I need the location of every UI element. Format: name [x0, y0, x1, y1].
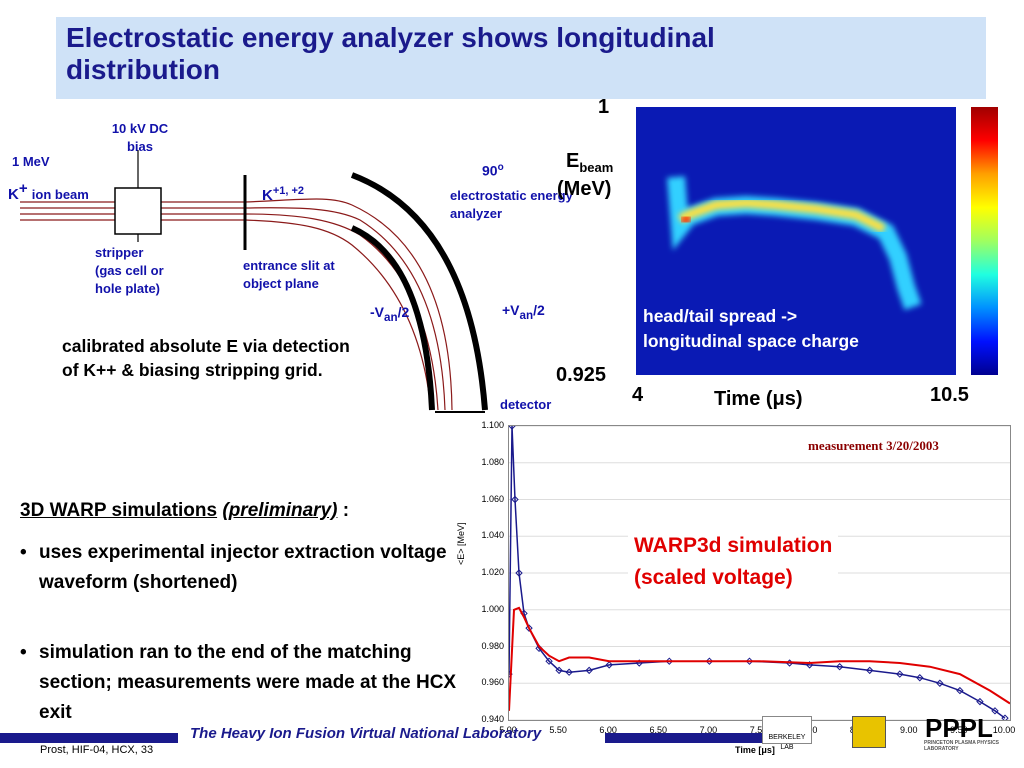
x-tick-label: 7.00	[699, 725, 718, 735]
inner-plate	[350, 225, 435, 411]
x-tick-label: 5.00	[499, 725, 517, 735]
x-tick-label: 9.00	[900, 725, 918, 735]
heatmap-colorbar	[971, 107, 998, 375]
data-point	[525, 624, 533, 632]
heatmap-y-top: 1	[598, 96, 610, 118]
beam-energy-label: 1 MeV	[12, 154, 50, 169]
pos-voltage-label: +Van/2	[502, 302, 545, 322]
data-point	[896, 670, 904, 678]
y-tick-label: 1.000	[481, 603, 504, 614]
heatmap-caption: head/tail spread -> longitudinal space c…	[643, 306, 859, 351]
stripper-label: stripper (gas cell or hole plate)	[95, 245, 164, 296]
heatmap-y-bottom: 0.925	[556, 364, 607, 386]
analyzer-schematic	[20, 150, 488, 413]
bias-label: 10 kV DC bias	[111, 121, 169, 154]
y-tick-label: 0.940	[481, 714, 504, 724]
data-point	[511, 495, 519, 504]
beam-species-label: K+ ion beam	[8, 180, 89, 203]
slide-title: Electrostatic energy analyzer shows long…	[66, 22, 715, 85]
detector-label: detector	[500, 397, 552, 412]
x-tick-label: 9.50	[950, 725, 968, 735]
data-point	[515, 569, 523, 577]
data-point	[916, 674, 924, 682]
x-tick-label: 6.50	[649, 725, 668, 735]
pppl-subtitle: PRINCETON PLASMA PHYSICS LABORATORY	[924, 740, 1000, 752]
data-point	[835, 663, 844, 671]
calibration-note: calibrated absolute E via detection of K…	[62, 336, 350, 380]
chart-x-label: Time [μs]	[735, 745, 775, 755]
heatmap-trace	[667, 176, 922, 310]
title-bar	[56, 17, 986, 99]
measurement-date: measurement 3/20/2003	[808, 438, 939, 453]
simulation-series-line	[503, 606, 1011, 711]
y-tick-label: 1.080	[481, 456, 504, 467]
x-tick-label: 7.50	[749, 725, 768, 735]
footer-bar-right	[605, 733, 775, 743]
analyzer-angle: 90o	[482, 162, 504, 179]
data-point	[565, 668, 573, 676]
heatmap-y-label: Ebeam	[566, 150, 614, 175]
ion-label: K+1, +2	[262, 185, 305, 204]
y-tick-label: 1.100	[481, 420, 504, 430]
energy-time-heatmap	[636, 107, 956, 375]
slit-label: entrance slit at object plane	[243, 258, 335, 291]
lab-name: The Heavy Ion Fusion Virtual National La…	[190, 725, 542, 742]
x-tick-label: 5.50	[549, 725, 567, 735]
data-point	[976, 697, 984, 706]
heatmap-y-unit: (MeV)	[557, 178, 612, 200]
simulation-heading: 3D WARP simulations (preliminary) :	[20, 500, 350, 521]
data-point	[585, 666, 593, 675]
data-point	[605, 661, 613, 669]
y-tick-label: 1.020	[481, 567, 504, 577]
data-point	[956, 686, 964, 695]
analyzer-label: electrostatic energy analyzer	[450, 188, 573, 221]
x-tick-label: 6.00	[599, 725, 617, 735]
data-point	[936, 679, 944, 687]
outer-plate	[350, 172, 488, 411]
chart-y-label: <E> [MeV]	[456, 522, 466, 565]
x-tick-label: 10.00	[992, 725, 1016, 735]
y-tick-label: 0.980	[481, 640, 504, 651]
pppl-logo: PPPL	[925, 713, 993, 743]
y-tick-label: 1.060	[481, 493, 504, 504]
warp-simulation-label: WARP3d simulation (scaled voltage)	[628, 530, 839, 594]
data-point	[991, 707, 999, 715]
llnl-logo	[852, 716, 886, 748]
berkeley-lab-logo: BERKELEY LAB	[762, 716, 812, 751]
heatmap-x-label: Time (μs)	[714, 388, 803, 410]
data-point	[866, 666, 874, 675]
heatmap-x-left: 4	[632, 384, 644, 406]
data-point	[555, 666, 563, 675]
y-tick-label: 1.040	[481, 530, 504, 541]
y-tick-label: 0.960	[481, 677, 504, 688]
data-point	[545, 657, 553, 665]
bullet-1: • uses experimental injector extraction …	[20, 542, 447, 593]
footer-bar-left	[0, 733, 178, 743]
bullet-2: • simulation ran to the end of the match…	[20, 642, 457, 723]
neg-voltage-label: -Van/2	[370, 304, 410, 324]
slide-credit: Prost, HIF-04, HCX, 33	[40, 744, 154, 756]
stripper-box	[114, 187, 162, 235]
heatmap-x-right: 10.5	[930, 384, 969, 406]
